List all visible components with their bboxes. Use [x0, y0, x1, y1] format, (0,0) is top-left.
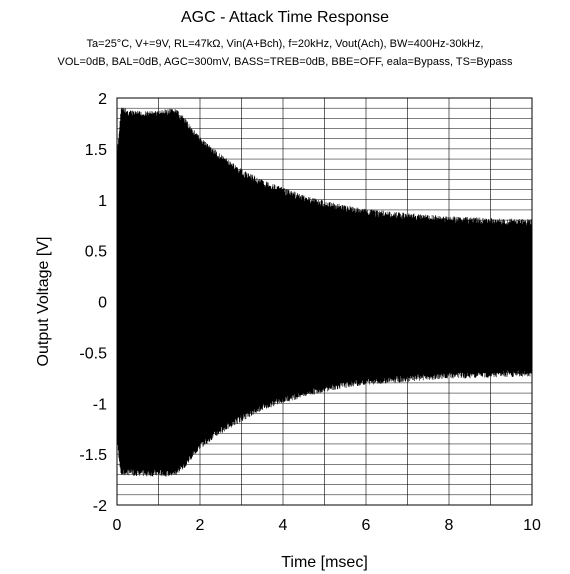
x-tick-label: 8 [445, 517, 454, 534]
x-tick-label: 10 [523, 517, 541, 534]
x-tick-label: 6 [362, 517, 371, 534]
y-tick-label: -1 [93, 396, 107, 413]
y-axis-ticks: 2 1.5 1 0.5 0 -0.5 -1 -1.5 -2 [79, 91, 107, 515]
y-tick-label: -2 [93, 498, 107, 515]
x-tick-label: 0 [113, 517, 122, 534]
x-tick-label: 4 [279, 517, 288, 534]
chart-title: AGC - Attack Time Response [180, 9, 390, 26]
chart-subtitle-line-1: Ta=25°C, V+=9V, RL=47kΩ, Vin(A+Bch), f=2… [86, 38, 484, 50]
plot-frame [116, 97, 533, 506]
y-tick-label: 1.5 [85, 142, 107, 159]
chart-subtitle-line-2: VOL=0dB, BAL=0dB, AGC=300mV, BASS=TREB=0… [57, 56, 513, 68]
x-tick-label: 2 [196, 517, 205, 534]
y-tick-label: 2 [98, 91, 107, 108]
y-tick-label: -1.5 [79, 447, 107, 464]
y-tick-label: 0.5 [85, 244, 107, 261]
y-tick-label: 0 [98, 295, 107, 312]
series-output-voltage [116, 107, 533, 477]
y-axis-label: Output Voltage [V] [35, 237, 52, 367]
x-axis-label: Time [msec] [281, 554, 368, 571]
y-tick-label: 1 [98, 193, 107, 210]
y-tick-label: -0.5 [79, 345, 107, 362]
x-axis-ticks: 0 2 4 6 8 10 [113, 517, 541, 534]
